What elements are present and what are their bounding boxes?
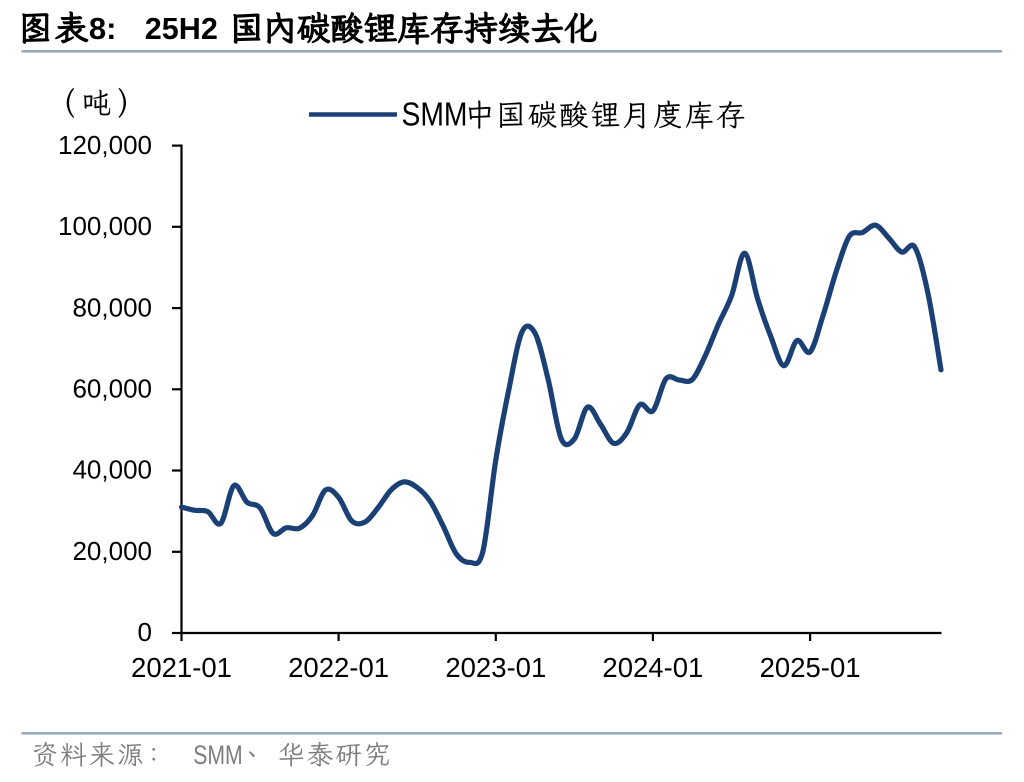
svg-text:80,000: 80,000	[72, 292, 152, 322]
svg-text:SMM: SMM	[402, 96, 468, 133]
svg-text:60,000: 60,000	[72, 374, 152, 404]
svg-text:20,000: 20,000	[72, 536, 152, 566]
svg-text:40,000: 40,000	[72, 455, 152, 485]
svg-text:2021-01: 2021-01	[131, 652, 232, 683]
svg-text:25H2: 25H2	[145, 11, 218, 46]
svg-text:2022-01: 2022-01	[288, 652, 389, 683]
svg-text:SMM: SMM	[193, 740, 243, 770]
svg-text:2023-01: 2023-01	[445, 652, 546, 683]
svg-text:2025-01: 2025-01	[760, 652, 861, 683]
svg-text:8:: 8:	[89, 11, 117, 46]
svg-text:120,000: 120,000	[58, 130, 152, 160]
svg-text:100,000: 100,000	[58, 211, 152, 241]
svg-text:0: 0	[138, 617, 152, 647]
svg-text:2024-01: 2024-01	[602, 652, 703, 683]
